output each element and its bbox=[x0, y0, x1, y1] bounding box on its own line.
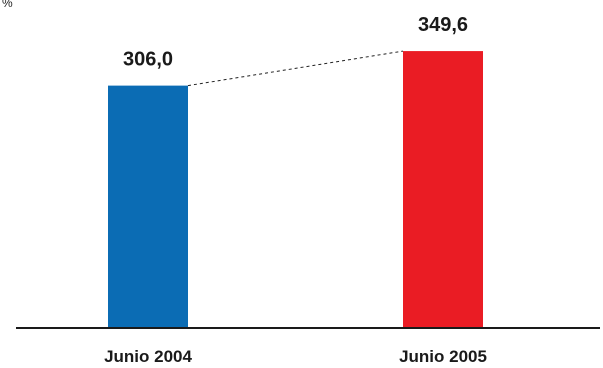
value-label-1: 306,0 bbox=[123, 49, 173, 71]
y-unit-label: % bbox=[2, 0, 13, 10]
category-label-2: Junio 2005 bbox=[399, 347, 487, 366]
connector-line bbox=[187, 50, 404, 87]
bar-1 bbox=[108, 85, 188, 329]
category-label-1: Junio 2004 bbox=[104, 347, 192, 366]
value-label-2: 349,6 bbox=[418, 14, 468, 36]
bar-2 bbox=[403, 51, 483, 329]
